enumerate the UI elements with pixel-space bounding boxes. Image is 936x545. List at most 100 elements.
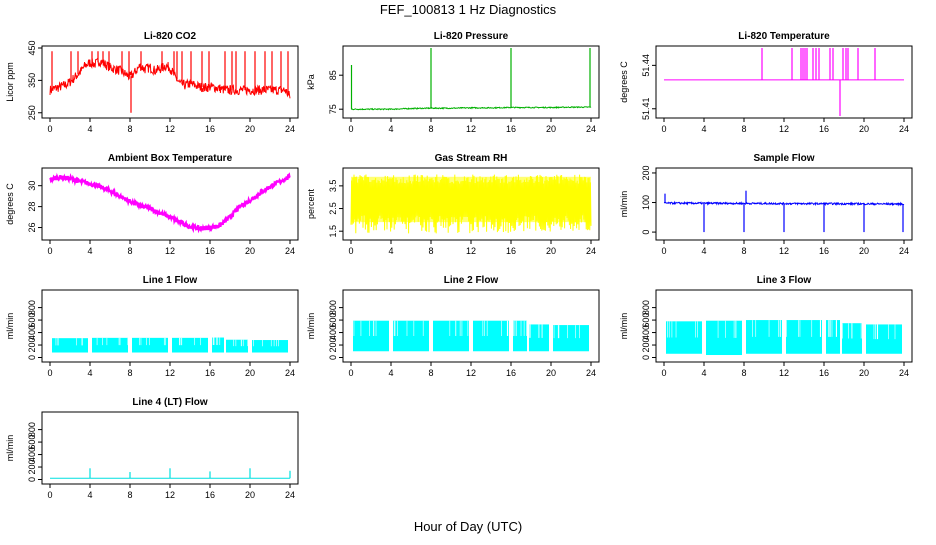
x-tick-label: 20 bbox=[859, 246, 869, 256]
y-tick-label: 75 bbox=[328, 104, 338, 114]
data-layer-boxtemp bbox=[49, 172, 291, 234]
data-layer-line3 bbox=[666, 320, 902, 356]
y-tick-label: 0 bbox=[641, 355, 651, 360]
y-tick-label: 1.5 bbox=[328, 225, 338, 238]
data-layer-co2 bbox=[49, 51, 291, 113]
y-tick-label: 600 bbox=[27, 435, 37, 450]
y-tick-label: 26 bbox=[27, 223, 37, 233]
x-tick-label: 20 bbox=[859, 124, 869, 134]
y-tick-label: 600 bbox=[328, 313, 338, 328]
x-tick-label: 16 bbox=[506, 124, 516, 134]
x-tick-label: 12 bbox=[466, 368, 476, 378]
x-tick-label: 16 bbox=[205, 490, 215, 500]
data-layer-line2 bbox=[353, 320, 589, 352]
y-tick-label: 200 bbox=[328, 338, 338, 353]
flow-band-line1-5 bbox=[226, 339, 248, 353]
y-tick-label: 800 bbox=[27, 422, 37, 437]
x-tick-label: 20 bbox=[245, 124, 255, 134]
x-tick-label: 8 bbox=[741, 124, 746, 134]
panel-boxtemp: Ambient Box Temperature degrees C 0 4 8 12 16 2… bbox=[5, 153, 299, 256]
y-tick-label: 600 bbox=[641, 313, 651, 328]
x-tick-label: 24 bbox=[899, 124, 909, 134]
x-tick-label: 8 bbox=[741, 368, 746, 378]
x-tick-label: 16 bbox=[819, 246, 829, 256]
x-tick-label: 16 bbox=[819, 368, 829, 378]
x-tick-label: 24 bbox=[586, 124, 596, 134]
x-tick-label: 4 bbox=[87, 124, 92, 134]
y-tick-label: 600 bbox=[27, 313, 37, 328]
flow-band-line1-1 bbox=[92, 337, 128, 353]
y-tick-label: 51.44 bbox=[641, 54, 651, 77]
y-tick-label: 0 bbox=[641, 230, 651, 235]
frame-co2 bbox=[41, 45, 299, 119]
x-tick-label: 20 bbox=[546, 124, 556, 134]
y-tick-label: 3.5 bbox=[328, 180, 338, 193]
x-tick-label: 24 bbox=[285, 368, 295, 378]
flow-band-line3-0 bbox=[666, 321, 702, 354]
data-layer-rh bbox=[350, 174, 592, 234]
x-tick-label: 12 bbox=[165, 490, 175, 500]
ylabel-line1: ml/min bbox=[5, 313, 15, 340]
x-tick-label: 20 bbox=[245, 368, 255, 378]
ylabel-co2: Licor ppm bbox=[5, 62, 15, 102]
panel-sample: Sample Flow ml/min 0 4 8 12 16 20 24 0 100 200 bbox=[619, 153, 913, 256]
x-tick-label: 8 bbox=[127, 124, 132, 134]
panel-line1: Line 1 Flow ml/min 0 4 8 12 16 20 24 0 20040060080… bbox=[5, 275, 299, 378]
x-tick-label: 0 bbox=[47, 368, 52, 378]
x-tick-label: 8 bbox=[127, 246, 132, 256]
y-tick-label: 85 bbox=[328, 70, 338, 80]
x-tick-label: 0 bbox=[348, 368, 353, 378]
x-tick-label: 8 bbox=[127, 490, 132, 500]
x-tick-label: 12 bbox=[779, 246, 789, 256]
flow-band-line1-0 bbox=[52, 338, 88, 353]
x-tick-label: 4 bbox=[87, 490, 92, 500]
panel-title-pressure: Li-820 Pressure bbox=[434, 31, 509, 42]
x-tick-label: 20 bbox=[859, 368, 869, 378]
series-line-pressure bbox=[350, 105, 592, 111]
frame-boxtemp bbox=[41, 167, 299, 241]
data-layer-line4 bbox=[50, 468, 291, 479]
x-tick-label: 20 bbox=[245, 246, 255, 256]
y-tick-label: 400 bbox=[328, 325, 338, 340]
x-tick-label: 12 bbox=[779, 124, 789, 134]
y-tick-label: 200 bbox=[27, 338, 37, 353]
flow-band-line1-2 bbox=[132, 337, 168, 353]
panel-co2: Li-820 CO2 Licor ppm 0 4 8 12 16 20 24 250 350 450 bbox=[5, 31, 299, 134]
x-tick-label: 0 bbox=[47, 124, 52, 134]
x-tick-label: 4 bbox=[388, 246, 393, 256]
ylabel-temp: degrees C bbox=[619, 61, 629, 103]
x-tick-label: 4 bbox=[701, 124, 706, 134]
y-tick-label: 450 bbox=[27, 40, 37, 55]
x-tick-label: 0 bbox=[348, 124, 353, 134]
x-tick-label: 24 bbox=[899, 246, 909, 256]
panel-title-line1: Line 1 Flow bbox=[143, 275, 198, 286]
frame-temp bbox=[655, 45, 913, 119]
x-tick-label: 4 bbox=[701, 246, 706, 256]
y-tick-label: 200 bbox=[27, 460, 37, 475]
series-fill-rh bbox=[351, 176, 591, 223]
panel-title-line2: Line 2 Flow bbox=[444, 275, 499, 286]
x-tick-label: 16 bbox=[819, 124, 829, 134]
y-tick-label: 800 bbox=[641, 300, 651, 315]
y-tick-label: 800 bbox=[27, 300, 37, 315]
y-tick-label: 28 bbox=[27, 202, 37, 212]
panel-title-boxtemp: Ambient Box Temperature bbox=[108, 153, 233, 164]
figure-xlabel: Hour of Day (UTC) bbox=[414, 519, 522, 534]
y-tick-label: 51.41 bbox=[641, 98, 651, 121]
series-line-co2 bbox=[49, 57, 291, 99]
y-tick-label: 0 bbox=[328, 355, 338, 360]
y-tick-label: 400 bbox=[27, 325, 37, 340]
y-tick-label: 2.5 bbox=[328, 202, 338, 215]
flow-band-line1-3 bbox=[172, 337, 208, 353]
ylabel-sample: ml/min bbox=[619, 191, 629, 218]
x-tick-label: 4 bbox=[388, 124, 393, 134]
x-tick-label: 12 bbox=[466, 124, 476, 134]
x-tick-label: 4 bbox=[388, 368, 393, 378]
x-tick-label: 0 bbox=[661, 246, 666, 256]
panel-line3: Line 3 Flow ml/min 0 4 8 12 16 20 24 0 20040060080… bbox=[619, 275, 913, 378]
x-tick-label: 16 bbox=[506, 246, 516, 256]
y-tick-label: 200 bbox=[641, 338, 651, 353]
x-tick-label: 8 bbox=[428, 246, 433, 256]
data-layer-line1 bbox=[52, 337, 288, 353]
